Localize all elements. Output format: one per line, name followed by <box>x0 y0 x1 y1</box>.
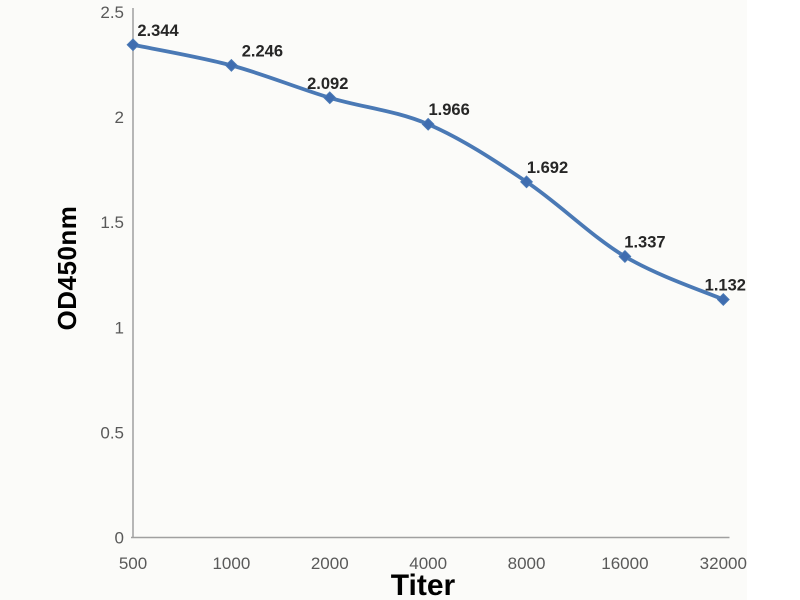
x-tick-label: 1000 <box>212 554 250 573</box>
data-point-marker <box>421 117 435 131</box>
data-point-marker <box>224 58 238 72</box>
data-point-marker <box>618 249 632 263</box>
y-tick-label: 2.5 <box>100 3 124 22</box>
y-tick-label: 1.5 <box>100 213 124 232</box>
data-label: 2.092 <box>307 75 348 93</box>
data-label: 1.692 <box>527 159 568 177</box>
data-point-marker <box>323 91 337 105</box>
x-tick-label: 8000 <box>508 554 546 573</box>
data-point-marker <box>520 175 534 189</box>
x-tick-label: 2000 <box>311 554 349 573</box>
data-point-marker <box>716 293 730 307</box>
photo-background <box>0 0 747 600</box>
x-tick-label: 4000 <box>409 554 447 573</box>
y-tick-label: 0 <box>115 529 124 548</box>
x-tick-label: 500 <box>119 554 147 573</box>
x-tick-label: 16000 <box>601 554 648 573</box>
y-tick-label: 2 <box>115 108 124 127</box>
x-axis-title: Titer <box>390 569 456 600</box>
data-label: 2.246 <box>242 42 283 60</box>
y-axis-title: OD450nm <box>52 205 82 331</box>
data-label: 2.344 <box>137 22 179 40</box>
data-label: 1.966 <box>429 101 470 119</box>
series-line <box>131 42 726 302</box>
data-label: 1.132 <box>705 277 746 295</box>
x-tick-label: 32000 <box>700 554 747 573</box>
y-tick-label: 1 <box>115 318 124 337</box>
data-label: 1.337 <box>624 233 665 251</box>
y-tick-label: 0.5 <box>100 423 124 442</box>
data-point-marker <box>126 38 140 52</box>
